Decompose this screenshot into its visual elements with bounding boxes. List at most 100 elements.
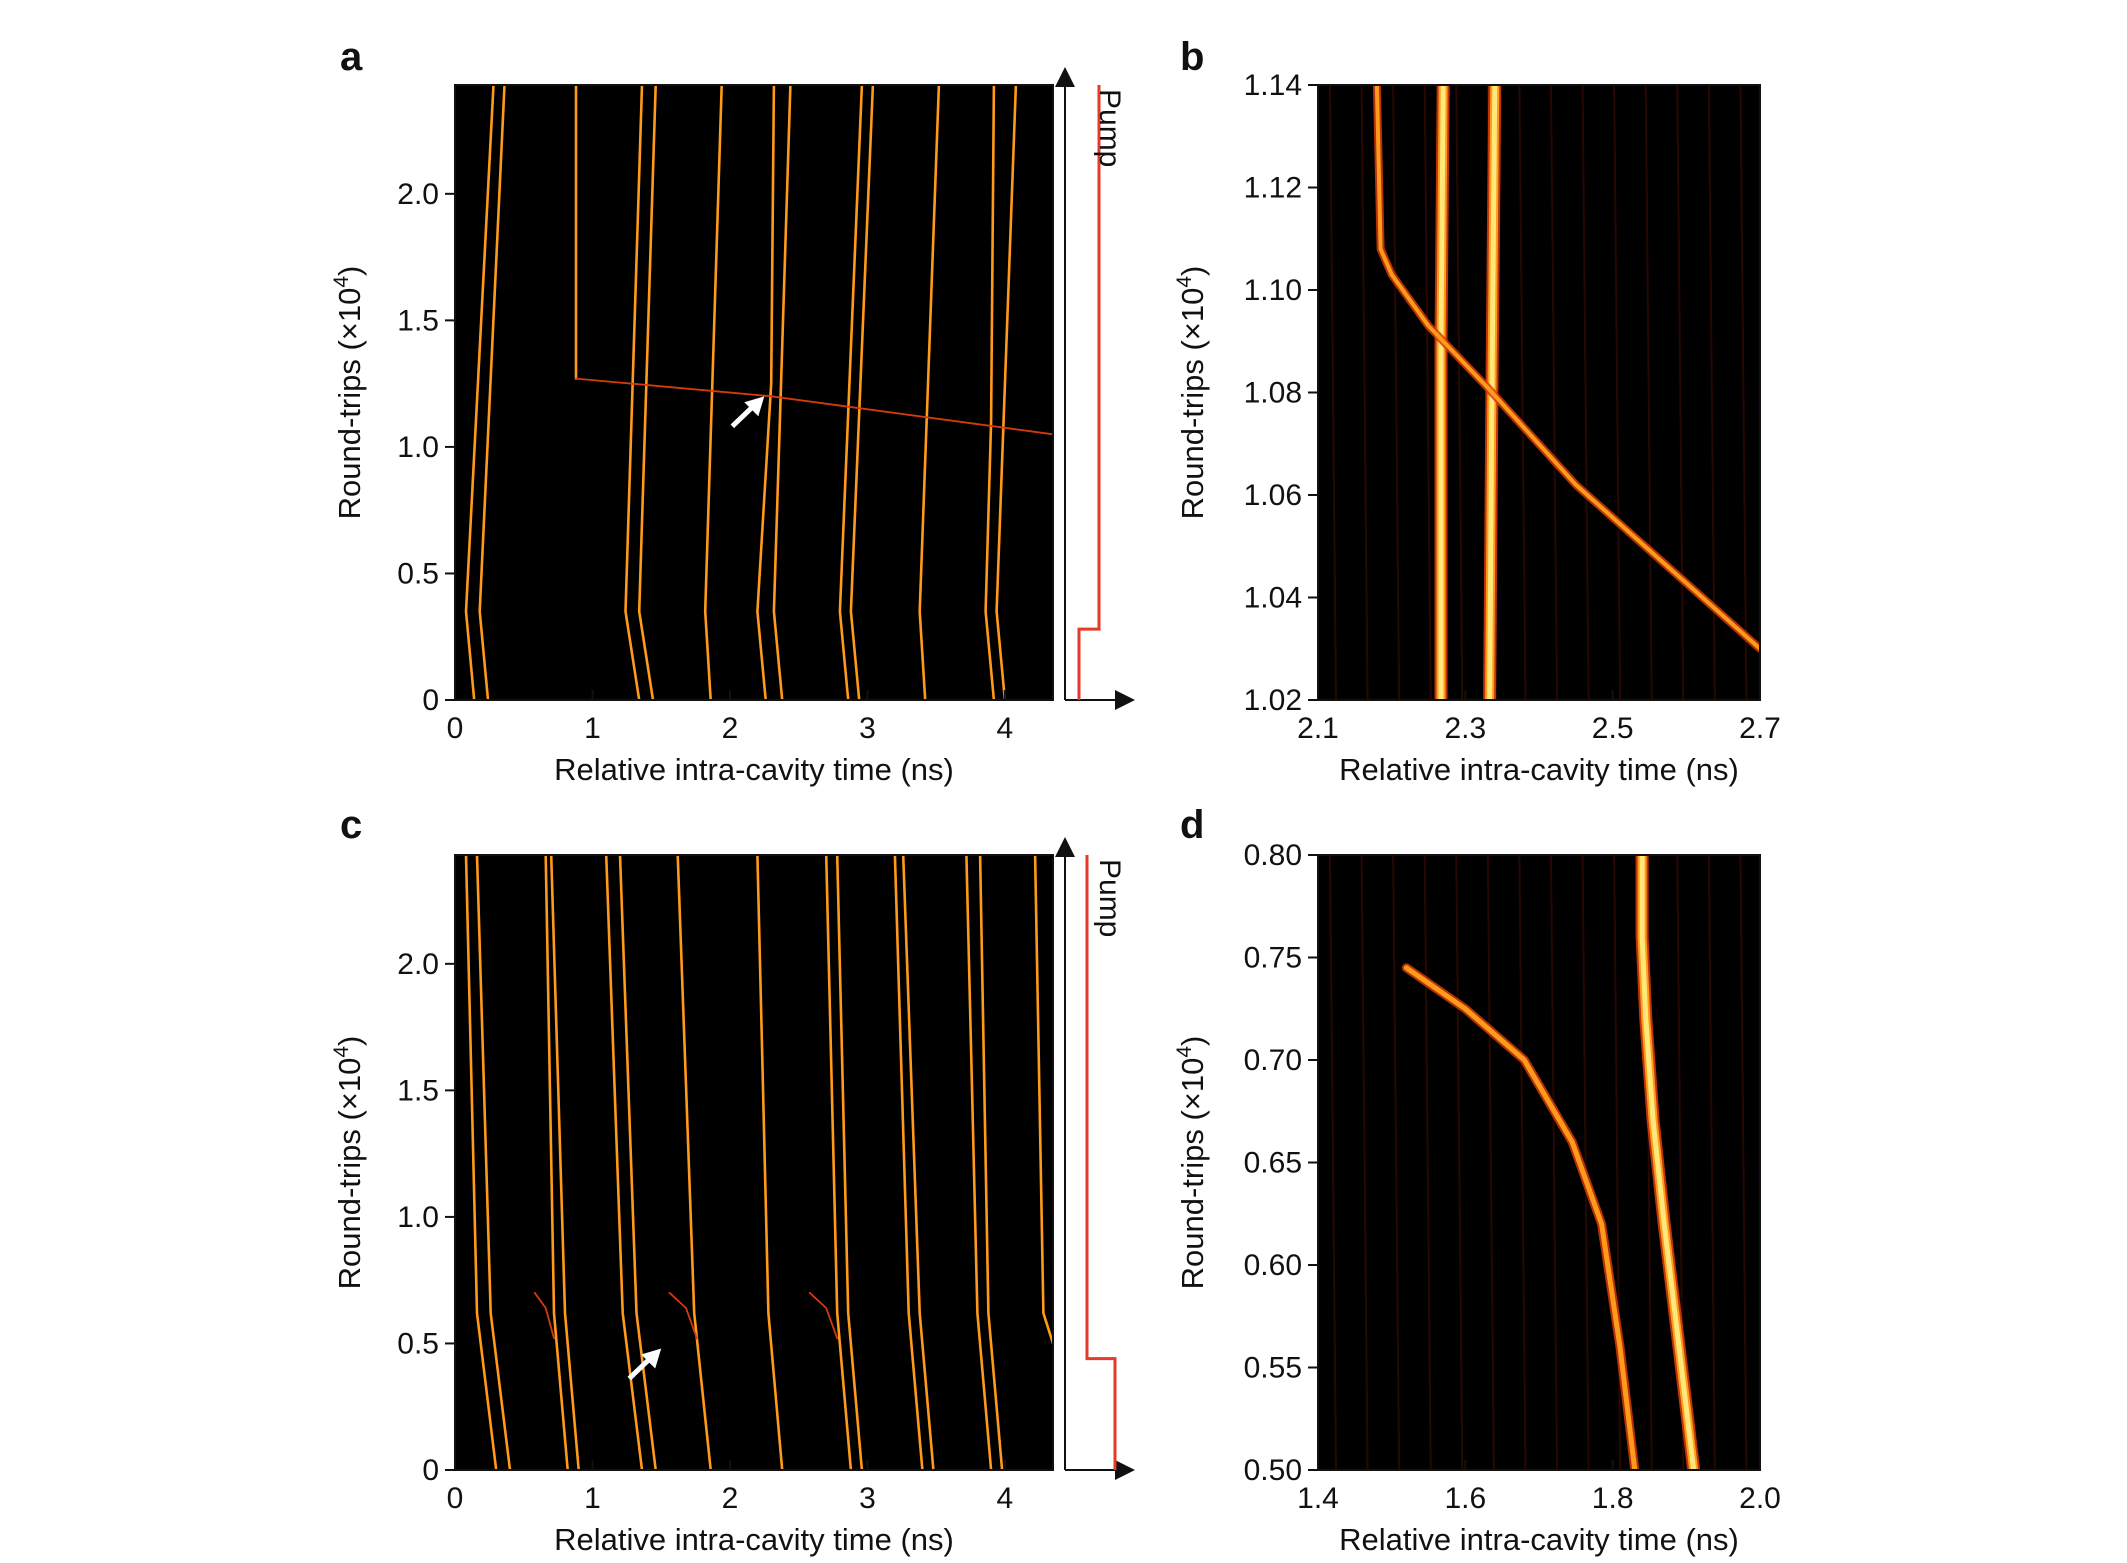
y-tick-label: 0 bbox=[422, 1454, 439, 1487]
soliton-trace bbox=[1403, 965, 1638, 1470]
y-tick-label: 0.65 bbox=[1244, 1147, 1302, 1180]
soliton-trace bbox=[575, 377, 1053, 436]
y-tick-label: 0.5 bbox=[397, 557, 439, 590]
x-tick-label: 4 bbox=[997, 712, 1014, 745]
x-axis-label: Relative intra-cavity time (ns) bbox=[554, 752, 954, 787]
soliton-trace bbox=[1639, 855, 1697, 1470]
striation bbox=[1581, 85, 1590, 700]
y-tick-label: 2.0 bbox=[397, 178, 439, 211]
y-tick-label: 0.60 bbox=[1244, 1249, 1302, 1282]
soliton-trace bbox=[464, 855, 498, 1470]
x-tick-label: 2.7 bbox=[1739, 712, 1781, 745]
arrow-head bbox=[641, 1348, 662, 1369]
traces bbox=[464, 855, 1053, 1470]
x-tick-label: 1 bbox=[584, 712, 601, 745]
annotation-arrow bbox=[627, 1348, 662, 1381]
traces bbox=[464, 85, 1053, 700]
soliton-trace bbox=[1438, 85, 1446, 700]
soliton-trace bbox=[544, 855, 569, 1470]
pump-profile-line bbox=[1085, 855, 1117, 1470]
panel-c: c 0 1 2 3 4 0 0.5 1.0 1.5 2.0 Relative intra-cavity… bbox=[330, 803, 1135, 1557]
x-tick-label: 2.0 bbox=[1739, 1482, 1781, 1515]
x-axis-label: Relative intra-cavity time (ns) bbox=[1339, 1522, 1739, 1557]
striation bbox=[1550, 855, 1558, 1470]
striation bbox=[1423, 85, 1432, 700]
striation bbox=[1581, 855, 1590, 1470]
y-tick-label: 1.04 bbox=[1244, 582, 1302, 615]
x-tick-label: 4 bbox=[997, 1482, 1014, 1515]
y-axis-label: Round-trips (×104) bbox=[1173, 266, 1210, 520]
y-tick-label: 1.5 bbox=[397, 304, 439, 337]
x-tick-label: 1.4 bbox=[1297, 1482, 1339, 1515]
annotation-arrow bbox=[730, 396, 765, 429]
y-tick-label: 2.0 bbox=[397, 948, 439, 981]
soliton-trace bbox=[475, 855, 512, 1470]
y-tick-label: 1.14 bbox=[1244, 69, 1302, 102]
y-axis-label: Round-trips (×104) bbox=[330, 266, 367, 520]
soliton-trace bbox=[772, 85, 792, 700]
striation bbox=[1739, 855, 1748, 1470]
soliton-trace bbox=[901, 855, 935, 1470]
y-tick-label: 1.02 bbox=[1244, 684, 1302, 717]
y-tick-label: 0.80 bbox=[1244, 839, 1302, 872]
y-tick-label: 1.0 bbox=[397, 1201, 439, 1234]
y-axis-label: Round-trips (×104) bbox=[330, 1036, 367, 1290]
soliton-trace bbox=[918, 85, 941, 700]
traces bbox=[1401, 855, 1701, 1470]
y-tick-label: 1.08 bbox=[1244, 377, 1302, 410]
soliton-trace bbox=[618, 855, 657, 1470]
striation bbox=[1329, 85, 1337, 700]
y-tick-label: 1.06 bbox=[1244, 479, 1302, 512]
soliton-trace bbox=[849, 85, 875, 700]
striation bbox=[1644, 85, 1653, 700]
y-tick-label: 0.50 bbox=[1244, 1454, 1302, 1487]
soliton-trace bbox=[995, 85, 1018, 700]
panel-b: b 2.1 2.3 2.5 2.7 1.02 1.04 1.06 1.08 1.10 1.12 1.1… bbox=[1173, 35, 1781, 787]
soliton-trace bbox=[604, 855, 644, 1470]
x-tick-label: 2 bbox=[722, 712, 739, 745]
panel-letter: c bbox=[340, 803, 362, 847]
panel-d: d 1.4 1.6 1.8 2.0 0.50 0.55 0.60 0.65 0.70 0.75 0.8… bbox=[1173, 803, 1781, 1557]
plot-area bbox=[455, 855, 1053, 1470]
soliton-trace bbox=[756, 855, 784, 1470]
x-tick-label: 3 bbox=[859, 712, 876, 745]
soliton-trace bbox=[549, 855, 580, 1470]
striation bbox=[1360, 855, 1369, 1470]
soliton-trace bbox=[838, 85, 864, 700]
x-tick-label: 1.8 bbox=[1592, 1482, 1634, 1515]
soliton-trace bbox=[703, 85, 723, 700]
x-tick-label: 3 bbox=[859, 1482, 876, 1515]
panel-letter: a bbox=[340, 35, 363, 79]
soliton-trace bbox=[464, 85, 495, 700]
pump-label: Pump bbox=[1093, 89, 1126, 167]
plot-area bbox=[1318, 855, 1760, 1470]
pump-label: Pump bbox=[1093, 859, 1126, 937]
y-tick-label: 0.55 bbox=[1244, 1352, 1302, 1385]
striation bbox=[1360, 85, 1369, 700]
soliton-trace bbox=[668, 1291, 698, 1340]
striation bbox=[1707, 855, 1716, 1470]
soliton-trace bbox=[1033, 855, 1053, 1345]
striation bbox=[1739, 85, 1748, 700]
soliton-trace bbox=[965, 855, 993, 1470]
striation bbox=[1455, 855, 1464, 1470]
soliton-trace bbox=[637, 85, 657, 700]
traces bbox=[1372, 85, 1760, 700]
x-tick-label: 2.5 bbox=[1592, 712, 1634, 745]
arrow-head bbox=[744, 396, 765, 417]
x-tick-label: 2 bbox=[722, 1482, 739, 1515]
striation bbox=[1518, 855, 1527, 1470]
striation bbox=[1518, 85, 1527, 700]
y-tick-label: 0.70 bbox=[1244, 1044, 1302, 1077]
y-tick-label: 1.10 bbox=[1244, 274, 1302, 307]
soliton-trace bbox=[808, 1291, 839, 1340]
panel-letter: d bbox=[1180, 803, 1204, 847]
y-axis-label: Round-trips (×104) bbox=[1173, 1036, 1210, 1290]
striation bbox=[1392, 855, 1401, 1470]
y-tick-label: 1.5 bbox=[397, 1074, 439, 1107]
x-tick-label: 1.6 bbox=[1444, 1482, 1486, 1515]
y-tick-label: 0.75 bbox=[1244, 942, 1302, 975]
striation bbox=[1486, 855, 1495, 1470]
x-tick-label: 2.1 bbox=[1297, 712, 1339, 745]
